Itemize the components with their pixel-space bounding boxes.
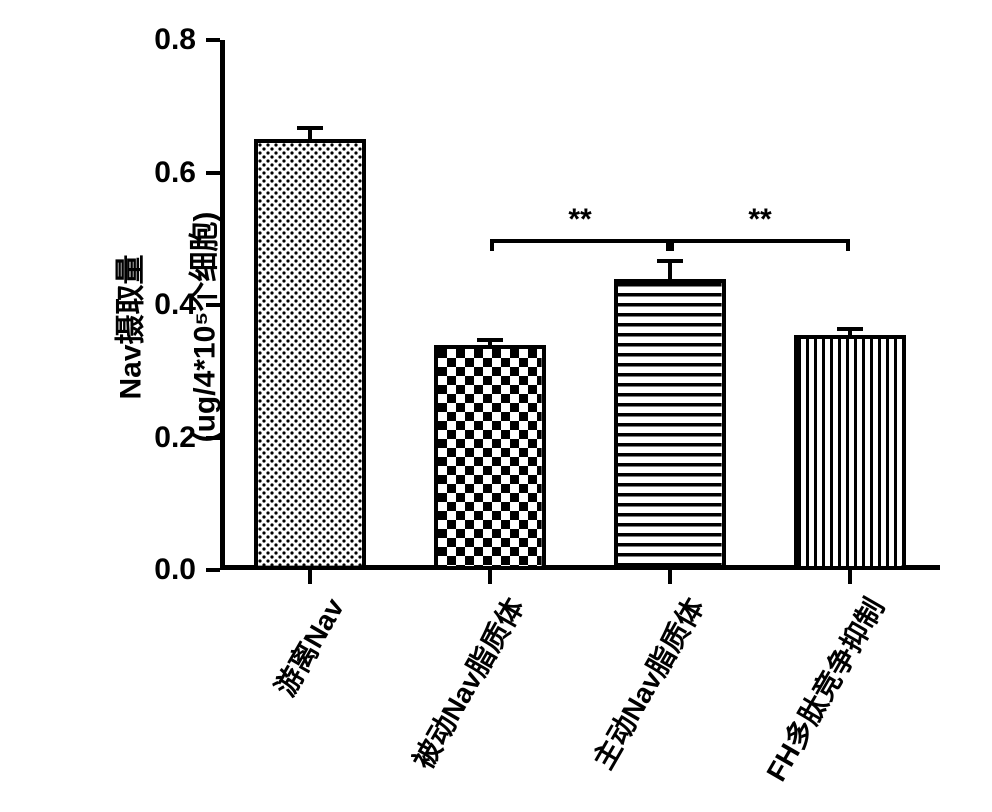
x-tick [488,570,492,584]
y-axis-title-line1-text: Nav摄取量 [115,254,148,399]
y-tick-label: 0.8 [136,23,196,57]
y-axis-title-line1: Nav摄取量 [106,254,150,399]
y-tick-label: 0.0 [136,553,196,587]
y-tick [206,38,220,42]
bar [794,335,906,570]
error-bar-cap [477,338,503,342]
x-tick [308,570,312,584]
error-bar-cap [297,126,323,130]
x-tick [668,570,672,584]
x-category-label: FH多肽竞争抑制 [755,590,892,788]
y-axis-title-line2-text: (ug/4*10⁵个细胞) [188,212,221,443]
y-tick [206,436,220,440]
x-category-label: 被动Nav脂质体 [402,590,532,776]
y-tick [206,568,220,572]
significance-line [490,239,670,243]
plot-area: 0.00.20.40.60.8游离Nav被动Nav脂质体主动Nav脂质体FH多肽… [220,40,940,570]
y-tick-label: 0.4 [136,288,196,322]
y-tick [206,303,220,307]
bar [254,139,366,570]
significance-label: ** [550,203,610,237]
significance-line [670,239,850,243]
significance-label: ** [730,203,790,237]
y-tick [206,171,220,175]
significance-drop [670,239,674,251]
y-axis-title-line2: (ug/4*10⁵个细胞) [179,212,223,443]
bar [614,279,726,571]
x-category-label: 主动Nav脂质体 [582,590,712,776]
y-axis-line [220,40,225,570]
bar [434,345,546,570]
significance-drop [490,239,494,251]
figure: Nav摄取量 (ug/4*10⁵个细胞) 0.00.20.40.60.8游离Na… [0,0,992,812]
significance-drop [846,239,850,251]
x-tick [848,570,852,584]
y-tick-label: 0.2 [136,421,196,455]
error-bar-cap [657,259,683,263]
y-tick-label: 0.6 [136,156,196,190]
error-bar-cap [837,327,863,331]
x-category-label: 游离Nav [264,590,352,703]
